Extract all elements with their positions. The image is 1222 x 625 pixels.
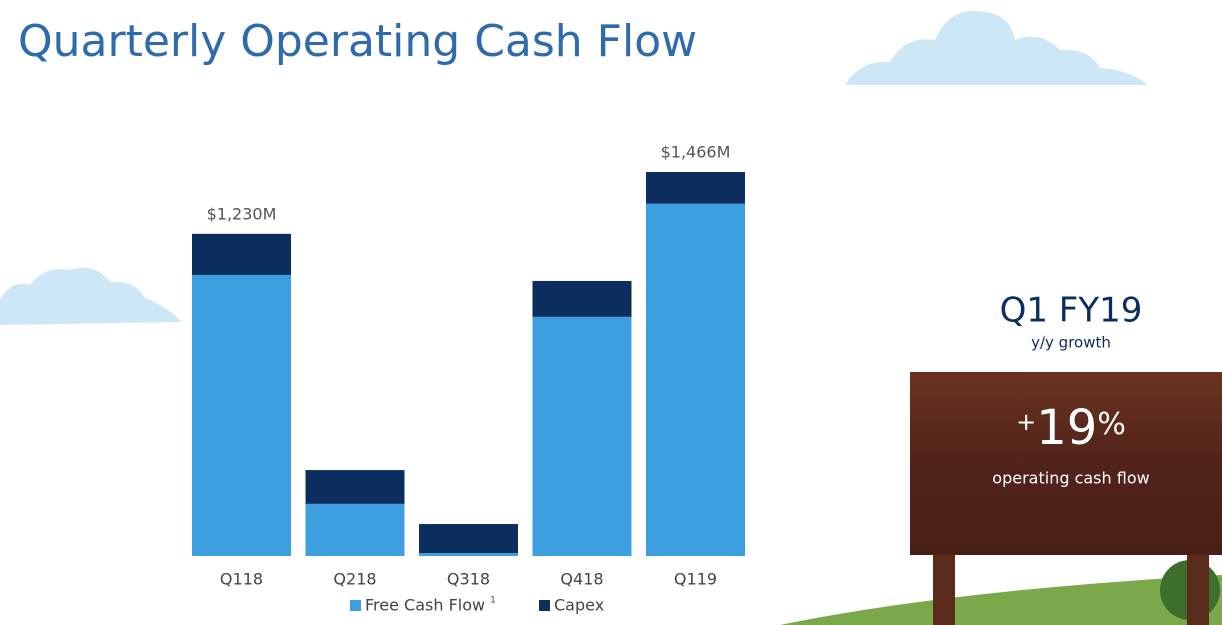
chart-title: Quarterly Operating Cash Flow [18,16,697,67]
callout-period: Q1 FY19 [1000,291,1143,331]
x-tick-label: Q218 [333,570,376,589]
legend-footnote: 1 [490,596,496,606]
bar-segment [532,280,632,317]
x-tick-label: Q318 [447,570,490,589]
bar-segment [305,470,405,504]
total-label: $1,466M [661,143,731,162]
callout-unit: % [1097,407,1126,442]
legend-label: Free Cash Flow [365,596,485,615]
callout-subtitle: y/y growth [1031,334,1111,352]
x-tick-label: Q118 [220,570,263,589]
total-label: $1,230M [207,204,277,223]
bar-segment [192,274,291,556]
bar-segment [646,172,745,204]
legend-swatch [539,600,550,611]
bar-segment [192,233,291,275]
legend-label: Capex [554,596,604,615]
callout-sign: + [1016,408,1036,436]
bar-segment [305,503,405,556]
callout-number: 19 [1036,400,1097,456]
bar-segment [419,553,518,556]
callout-caption: operating cash flow [992,469,1149,488]
x-tick-label: Q119 [674,570,717,589]
landscape [780,372,1222,625]
legend-swatch [350,600,361,611]
clouds [0,10,1148,325]
bar-segment [646,203,745,557]
bar-segment [419,524,518,554]
callout-value: +19% [1016,400,1126,456]
x-tick-label: Q418 [560,570,603,589]
bar-segment [532,316,632,556]
